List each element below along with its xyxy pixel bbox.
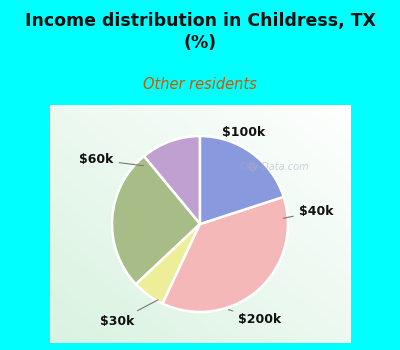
Wedge shape (200, 136, 284, 224)
Wedge shape (112, 156, 200, 284)
Text: $40k: $40k (284, 205, 333, 218)
Text: $30k: $30k (100, 300, 158, 328)
Text: $200k: $200k (228, 310, 282, 326)
Text: Income distribution in Childress, TX
(%): Income distribution in Childress, TX (%) (24, 12, 376, 52)
Text: $60k: $60k (79, 153, 144, 166)
Wedge shape (162, 197, 288, 312)
Text: City-Data.com: City-Data.com (240, 162, 309, 172)
Text: Other residents: Other residents (143, 77, 257, 92)
Wedge shape (144, 136, 200, 224)
Wedge shape (136, 224, 200, 303)
Text: $100k: $100k (219, 126, 265, 143)
